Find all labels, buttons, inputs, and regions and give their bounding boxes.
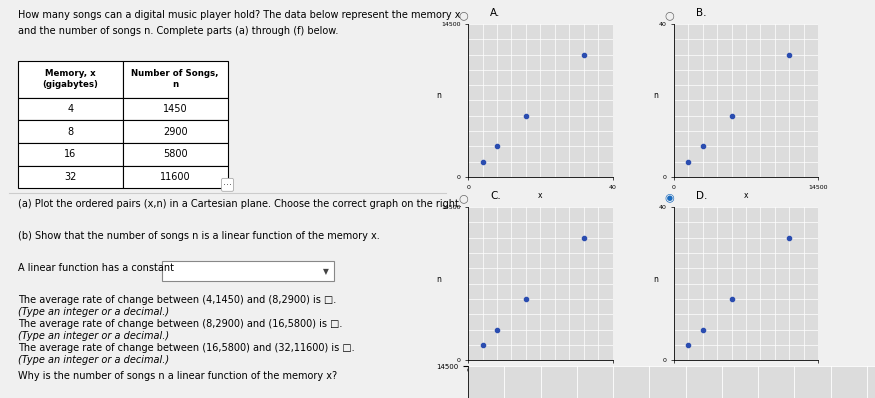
Text: D.: D. [696,191,707,201]
FancyBboxPatch shape [123,166,228,188]
X-axis label: x: x [538,374,542,383]
Point [724,113,738,119]
Text: 2900: 2900 [163,127,187,137]
Point [682,158,696,165]
Text: 1450: 1450 [163,104,187,114]
Text: How many songs can a digital music player hold? The data below represent the mem: How many songs can a digital music playe… [18,10,461,20]
Text: Number of Songs,
n: Number of Songs, n [131,69,219,90]
Point [782,51,796,58]
Point [476,341,490,348]
FancyBboxPatch shape [123,61,228,98]
Text: 5800: 5800 [163,149,187,159]
Text: The average rate of change between (16,5800) and (32,11600) is □.: The average rate of change between (16,5… [18,343,355,353]
Text: (b) Show that the number of songs n is a linear function of the memory x.: (b) Show that the number of songs n is a… [18,231,380,241]
Y-axis label: n: n [653,275,658,283]
FancyBboxPatch shape [18,143,123,166]
Text: A linear function has a constant: A linear function has a constant [18,263,174,273]
X-axis label: x: x [744,374,748,383]
Text: B.: B. [696,8,706,18]
X-axis label: x: x [744,191,748,200]
Point [476,158,490,165]
Y-axis label: n: n [653,92,658,100]
Text: Memory, x
(gigabytes): Memory, x (gigabytes) [43,69,99,90]
Text: ···: ··· [223,180,232,190]
Text: ▼: ▼ [323,267,329,275]
X-axis label: x: x [538,191,542,200]
Point [696,326,710,333]
Point [490,326,504,333]
Text: (Type an integer or a decimal.): (Type an integer or a decimal.) [18,355,170,365]
Text: (Type an integer or a decimal.): (Type an integer or a decimal.) [18,307,170,317]
Point [577,234,591,241]
Text: ○: ○ [458,193,469,203]
Point [519,296,533,302]
Point [490,143,504,150]
Point [577,51,591,58]
Text: 4: 4 [67,104,74,114]
FancyBboxPatch shape [18,98,123,120]
Text: A.: A. [490,8,500,18]
FancyBboxPatch shape [18,166,123,188]
Point [782,234,796,241]
Text: 8: 8 [67,127,74,137]
Text: ○: ○ [458,10,469,20]
Text: ◉: ◉ [664,193,675,203]
FancyBboxPatch shape [123,143,228,166]
Point [724,296,738,302]
Text: C.: C. [490,191,500,201]
Text: 11600: 11600 [160,172,191,182]
Text: The average rate of change between (4,1450) and (8,2900) is □.: The average rate of change between (4,14… [18,295,337,305]
Text: (a) Plot the ordered pairs (x,n) in a Cartesian plane. Choose the correct graph : (a) Plot the ordered pairs (x,n) in a Ca… [18,199,462,209]
Text: 32: 32 [65,172,77,182]
Text: ○: ○ [664,10,675,20]
Point [682,341,696,348]
Text: Why is the number of songs n a linear function of the memory x?: Why is the number of songs n a linear fu… [18,371,338,381]
Text: and the number of songs n. Complete parts (a) through (f) below.: and the number of songs n. Complete part… [18,26,339,36]
FancyBboxPatch shape [18,120,123,143]
Point [519,113,533,119]
FancyBboxPatch shape [123,120,228,143]
Point [696,143,710,150]
Y-axis label: n: n [436,275,441,283]
FancyBboxPatch shape [162,261,334,281]
Text: The average rate of change between (8,2900) and (16,5800) is □.: The average rate of change between (8,29… [18,319,343,329]
FancyBboxPatch shape [18,61,123,98]
FancyBboxPatch shape [123,98,228,120]
Text: (Type an integer or a decimal.): (Type an integer or a decimal.) [18,331,170,341]
Text: 16: 16 [65,149,77,159]
Y-axis label: n: n [436,92,441,100]
